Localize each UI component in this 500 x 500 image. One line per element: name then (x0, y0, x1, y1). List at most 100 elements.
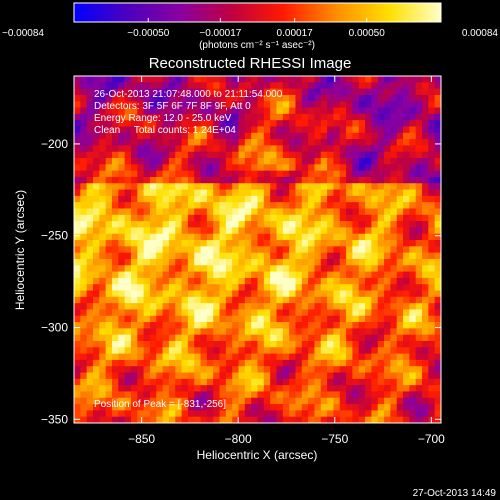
heatmap-cell (308, 296, 316, 304)
heatmap-cell (409, 322, 417, 329)
heatmap-cell (99, 322, 107, 329)
heatmap-cell (168, 189, 176, 197)
heatmap-cell (333, 240, 341, 247)
heatmap-cell (238, 246, 246, 254)
heatmap-cell (333, 359, 341, 367)
heatmap-cell (352, 284, 360, 292)
heatmap-cell (352, 353, 360, 361)
heatmap-cell (194, 277, 202, 285)
heatmap-cell (213, 94, 221, 102)
heatmap-cell (124, 385, 132, 393)
heatmap-cell (238, 258, 246, 266)
heatmap-cell (187, 120, 195, 128)
heatmap-cell (111, 183, 119, 191)
heatmap-cell (346, 151, 354, 159)
heatmap-cell (124, 296, 132, 304)
heatmap-cell (219, 101, 227, 109)
heatmap-cell (257, 208, 265, 216)
heatmap-cell (428, 309, 436, 317)
heatmap-cell (74, 391, 81, 399)
heatmap-cell (194, 101, 202, 109)
heatmap-cell (143, 252, 151, 260)
heatmap-cell (105, 208, 113, 216)
heatmap-cell (270, 372, 278, 380)
heatmap-cell (219, 107, 227, 115)
heatmap-cell (257, 353, 265, 361)
heatmap-cell (137, 258, 145, 266)
heatmap-cell (371, 240, 379, 247)
heatmap-cell (238, 158, 246, 165)
heatmap-cell (99, 258, 107, 266)
heatmap-cell (434, 132, 441, 140)
heatmap-cell (308, 151, 316, 159)
heatmap-cell (276, 404, 284, 411)
heatmap-cell (111, 385, 119, 393)
heatmap-cell (333, 94, 341, 102)
heatmap-cell (200, 195, 208, 203)
heatmap-cell (327, 195, 335, 203)
heatmap-cell (263, 145, 271, 153)
heatmap-cell (232, 353, 240, 361)
heatmap-cell (434, 158, 441, 165)
heatmap-cell (365, 164, 372, 172)
heatmap-cell (194, 158, 202, 165)
heatmap-cell (213, 208, 221, 216)
heatmap-cell (409, 391, 417, 399)
heatmap-cell (124, 284, 132, 292)
heatmap-cell (149, 397, 157, 405)
heatmap-cell (263, 208, 271, 216)
heatmap-cell (206, 296, 214, 304)
heatmap-cell (225, 176, 233, 184)
heatmap-cell (168, 227, 176, 235)
heatmap-cell (371, 76, 379, 83)
heatmap-cell (149, 113, 157, 121)
heatmap-cell (333, 88, 341, 96)
heatmap-cell (86, 240, 94, 247)
heatmap-cell (409, 416, 417, 423)
heatmap-cell (434, 366, 441, 374)
heatmap-cell (257, 410, 265, 418)
heatmap-cell (289, 94, 297, 102)
heatmap-cell (428, 296, 436, 304)
heatmap-cell (238, 322, 246, 329)
heatmap-cell (396, 265, 404, 273)
heatmap-cell (187, 252, 195, 260)
heatmap-cell (99, 120, 107, 128)
heatmap-cell (276, 164, 284, 172)
heatmap-cell (301, 164, 309, 172)
heatmap-cell (301, 347, 309, 355)
heatmap-cell (314, 183, 322, 191)
heatmap-cell (327, 347, 335, 355)
heatmap-cell (314, 246, 322, 254)
heatmap-cell (168, 88, 176, 96)
heatmap-cell (333, 145, 341, 153)
heatmap-cell (74, 202, 81, 210)
heatmap-cell (428, 208, 436, 216)
heatmap-cell (308, 353, 316, 361)
heatmap-cell (415, 404, 423, 411)
heatmap-cell (276, 309, 284, 317)
heatmap-cell (320, 404, 328, 411)
heatmap-cell (118, 221, 126, 229)
heatmap-cell (124, 227, 132, 235)
heatmap-cell (403, 303, 410, 311)
heatmap-cell (213, 170, 221, 178)
heatmap-cell (390, 353, 398, 361)
heatmap-cell (289, 101, 297, 109)
heatmap-cell (80, 88, 88, 96)
heatmap-cell (80, 290, 88, 298)
heatmap-cell (314, 303, 322, 311)
colorbar-tick-label: −0.00050 (127, 28, 169, 39)
heatmap-cell (365, 347, 372, 355)
heatmap-cell (143, 82, 151, 90)
heatmap-cell (105, 334, 113, 342)
heatmap-cell (181, 416, 189, 423)
heatmap-cell (314, 353, 322, 361)
heatmap-cell (194, 296, 202, 304)
heatmap-cell (74, 290, 81, 298)
heatmap-cell (118, 233, 126, 241)
heatmap-cell (111, 303, 119, 311)
heatmap-cell (289, 82, 297, 90)
heatmap-cell (301, 315, 309, 323)
heatmap-cell (282, 353, 290, 361)
